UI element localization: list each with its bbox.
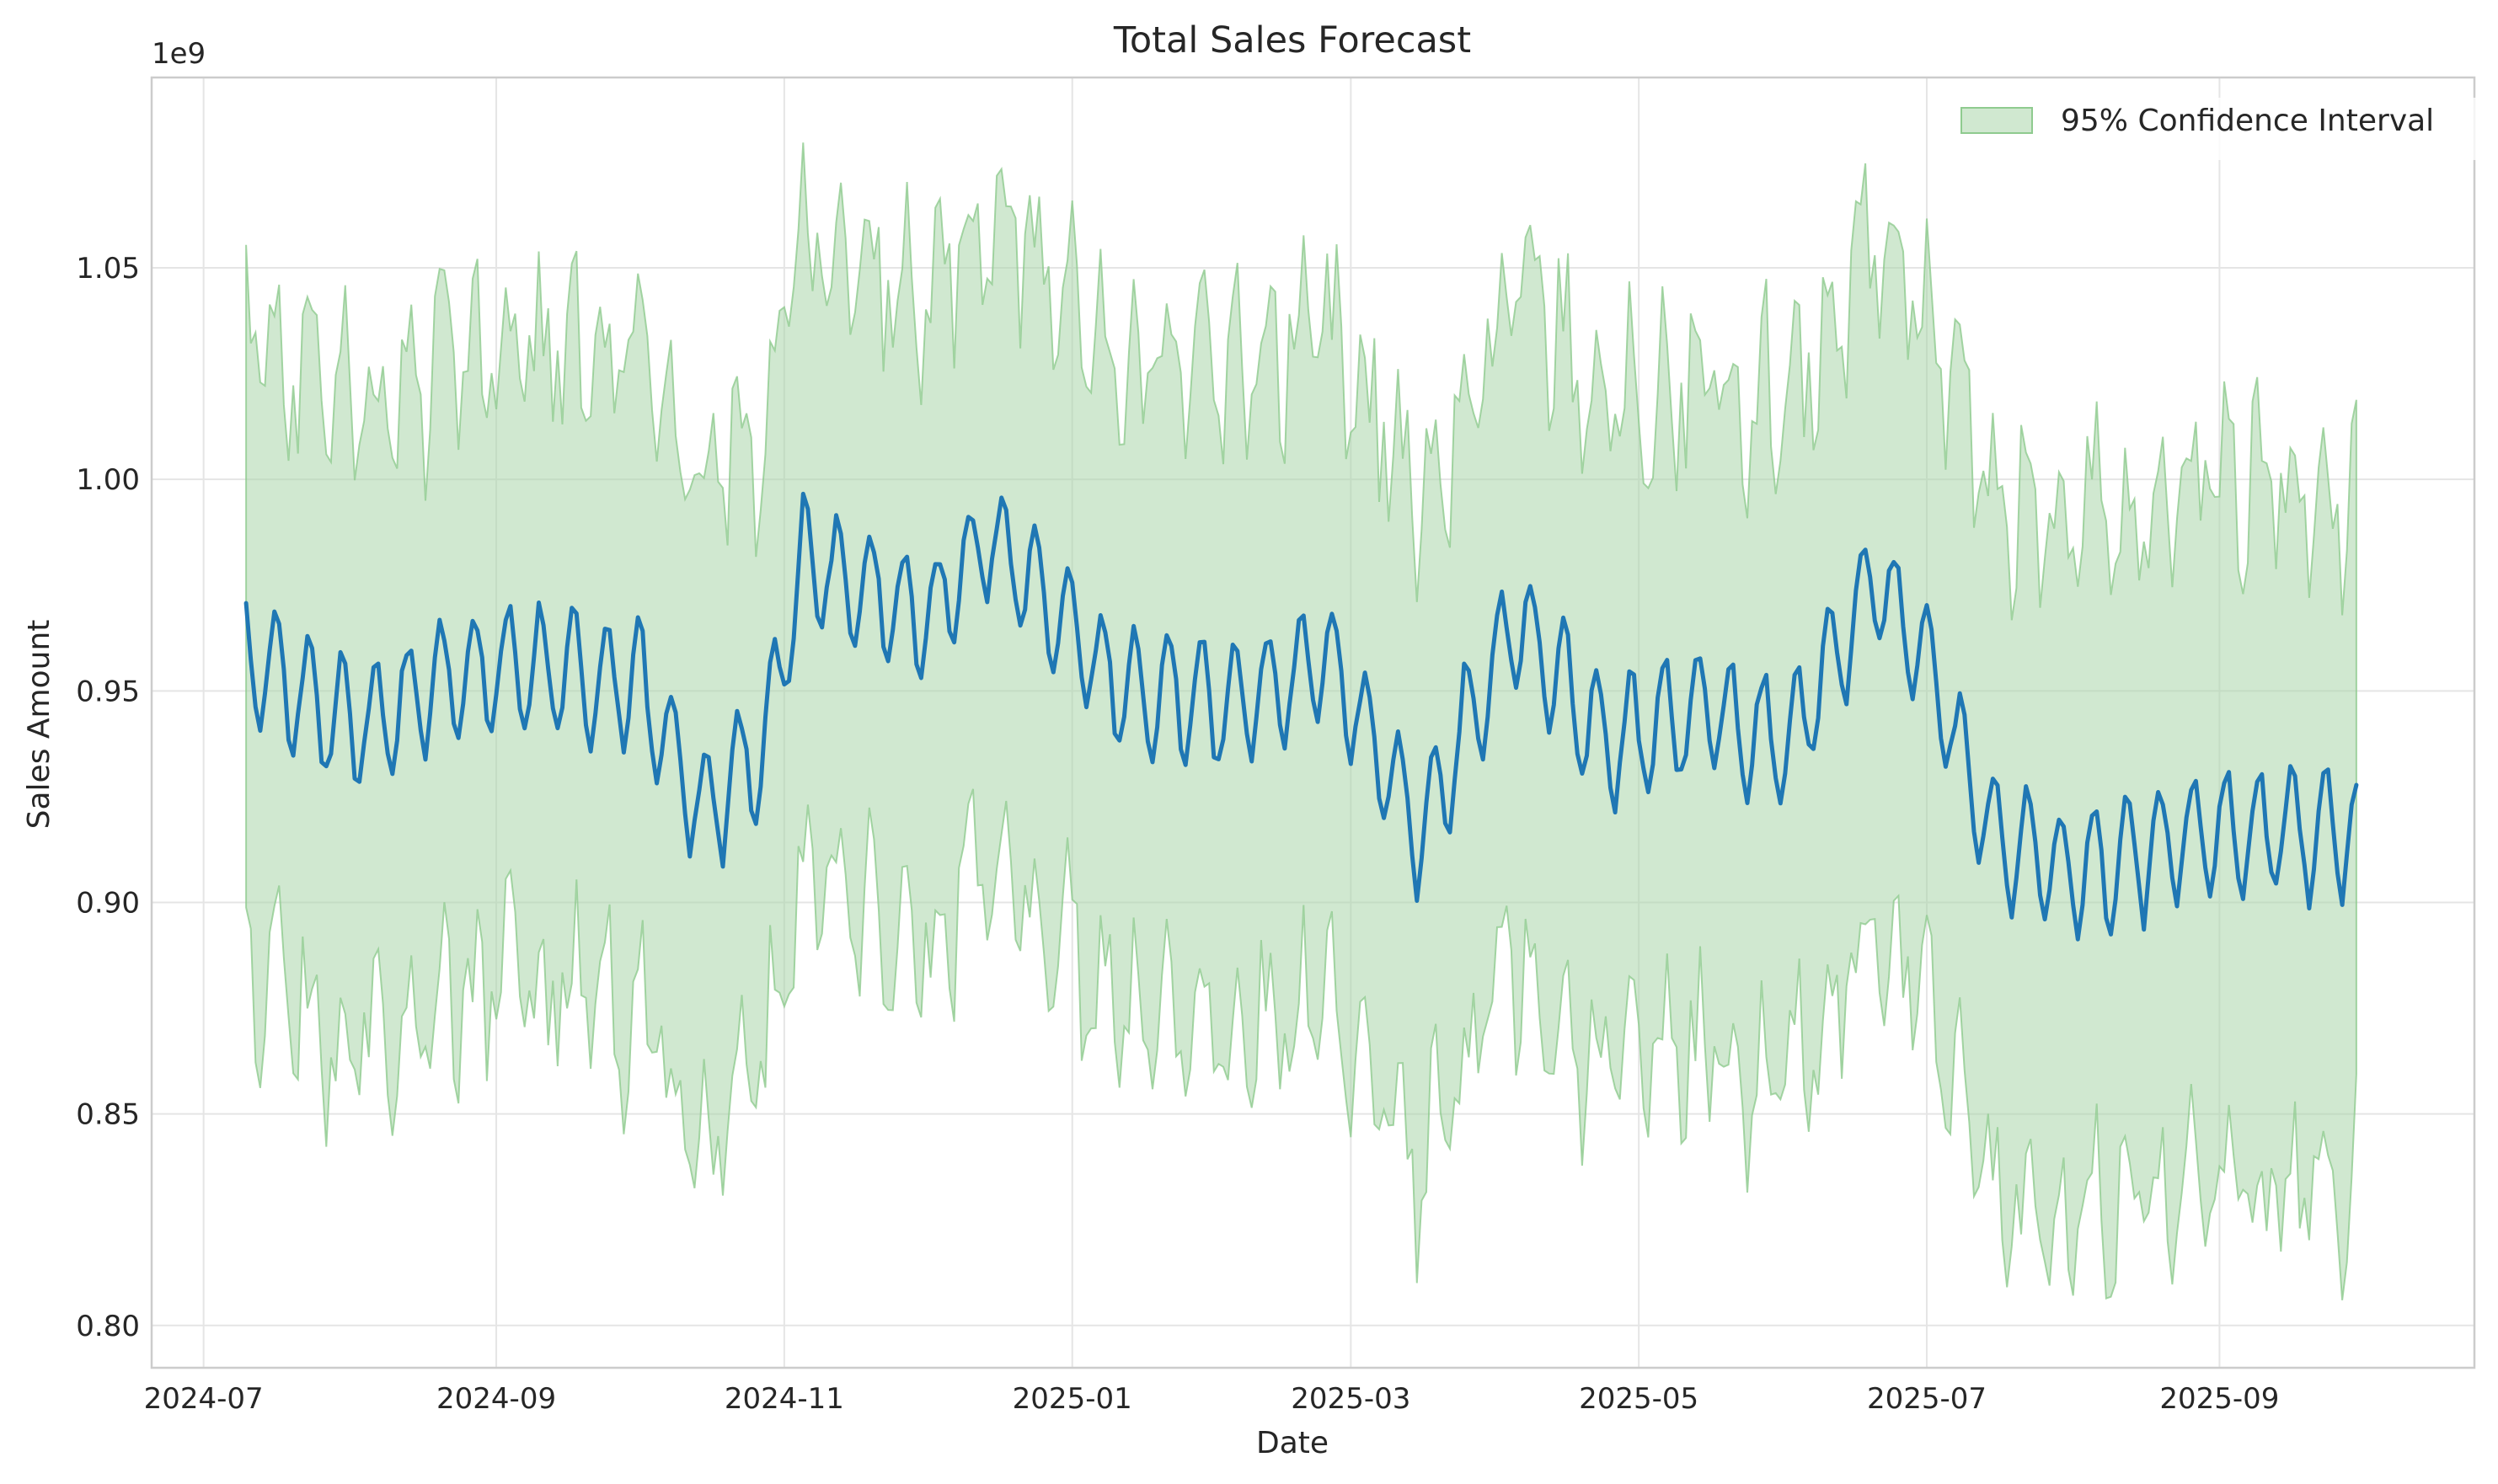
y-axis-ticks: 0.80 0.85 0.90 0.95 1.00 1.05 xyxy=(76,252,140,1343)
y-tick-label: 0.85 xyxy=(76,1098,140,1132)
y-tick-label: 0.80 xyxy=(76,1310,140,1343)
forecast-line xyxy=(243,491,2359,942)
x-tick-label: 2025-05 xyxy=(1579,1382,1698,1416)
y-tick-label: 1.00 xyxy=(76,463,140,497)
x-tick-label: 2025-09 xyxy=(2159,1382,2279,1416)
confidence-interval-area xyxy=(245,142,2357,1300)
x-tick-label: 2024-07 xyxy=(144,1382,264,1416)
y-tick-label: 0.95 xyxy=(76,675,140,708)
x-tick-label: 2025-01 xyxy=(1013,1382,1132,1416)
legend-swatch-confidence-interval xyxy=(1960,107,2033,134)
legend: 95% Confidence Interval xyxy=(1942,98,2486,160)
y-axis-label: Sales Amount xyxy=(22,620,56,830)
plot-frame xyxy=(150,76,2476,1369)
x-axis-ticks: 2024-07 2024-09 2024-11 2025-01 2025-03 2025-… xyxy=(144,1382,2280,1416)
legend-label-confidence-interval: 95% Confidence Interval xyxy=(2061,104,2434,138)
confidence-band xyxy=(245,142,2357,1300)
y-tick-label: 0.90 xyxy=(76,886,140,920)
x-tick-label: 2024-11 xyxy=(725,1382,844,1416)
x-tick-label: 2025-07 xyxy=(1867,1382,1987,1416)
y-offset-label: 1e9 xyxy=(152,37,206,71)
x-tick-label: 2025-03 xyxy=(1291,1382,1410,1416)
x-tick-label: 2024-09 xyxy=(436,1382,556,1416)
chart-title: Total Sales Forecast xyxy=(1113,19,1471,61)
x-axis-label: Date xyxy=(1256,1426,1329,1460)
forecast-series xyxy=(243,491,2359,942)
y-tick-label: 1.05 xyxy=(76,252,140,286)
